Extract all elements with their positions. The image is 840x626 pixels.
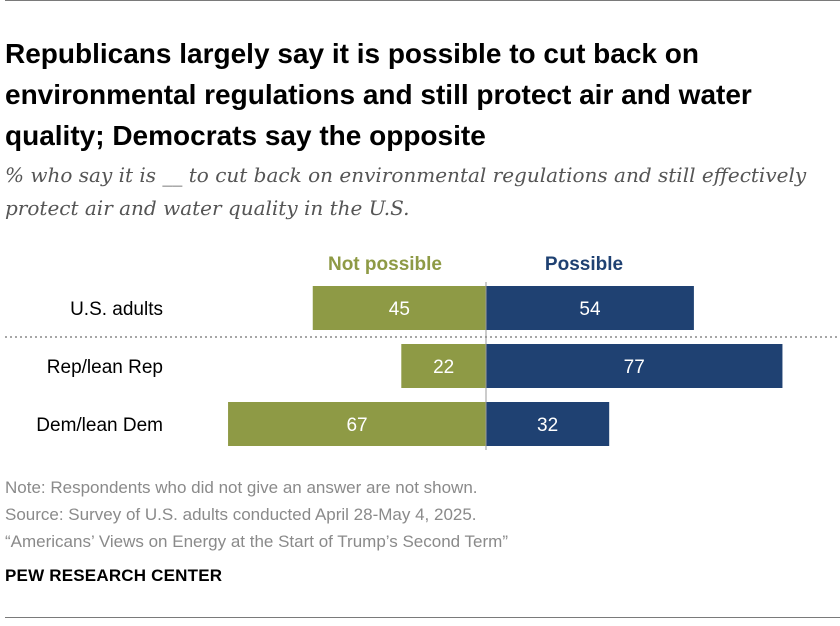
note-text: Note: Respondents who did not give an an… — [5, 478, 478, 497]
bar-not-possible-rep-lean-rep — [401, 344, 486, 388]
bar-not-possible-dem-lean-dem — [228, 402, 487, 446]
bottom-rule — [5, 617, 840, 618]
chart-subtitle: % who say it is __ to cut back on enviro… — [5, 163, 807, 220]
top-rule — [5, 0, 840, 1]
legend-not-possible: Not possible — [328, 254, 442, 275]
category-label-u-s-adults: U.S. adults — [70, 299, 163, 320]
diverging-bar-chart: Not possible Possible U.S. adults 45 54 Rep/l… — [5, 254, 840, 450]
chart-notes: Note: Respondents who did not give an an… — [5, 474, 825, 555]
value-label-not-possible-rep-lean-rep: 22 — [433, 357, 454, 378]
bar-possible-u-s-adults — [486, 286, 694, 330]
brand-label: PEW RESEARCH CENTER — [5, 566, 223, 585]
value-label-possible-u-s-adults: 54 — [579, 299, 601, 320]
chart-title: Republicans largely say it is possible t… — [5, 38, 752, 151]
value-label-possible-rep-lean-rep: 77 — [624, 357, 645, 378]
source-text: Source: Survey of U.S. adults conducted … — [5, 505, 477, 524]
value-label-not-possible-u-s-adults: 45 — [389, 299, 410, 320]
legend-possible: Possible — [545, 254, 623, 275]
bar-not-possible-u-s-adults — [312, 286, 486, 330]
category-label-rep-lean-rep: Rep/lean Rep — [47, 357, 163, 378]
bar-possible-rep-lean-rep — [486, 344, 783, 388]
bar-possible-dem-lean-dem — [486, 402, 610, 446]
category-label-dem-lean-dem: Dem/lean Dem — [36, 415, 163, 436]
report-text: “Americans’ Views on Energy at the Start… — [5, 532, 508, 551]
value-label-possible-dem-lean-dem: 32 — [537, 415, 558, 436]
value-label-not-possible-dem-lean-dem: 67 — [346, 415, 367, 436]
